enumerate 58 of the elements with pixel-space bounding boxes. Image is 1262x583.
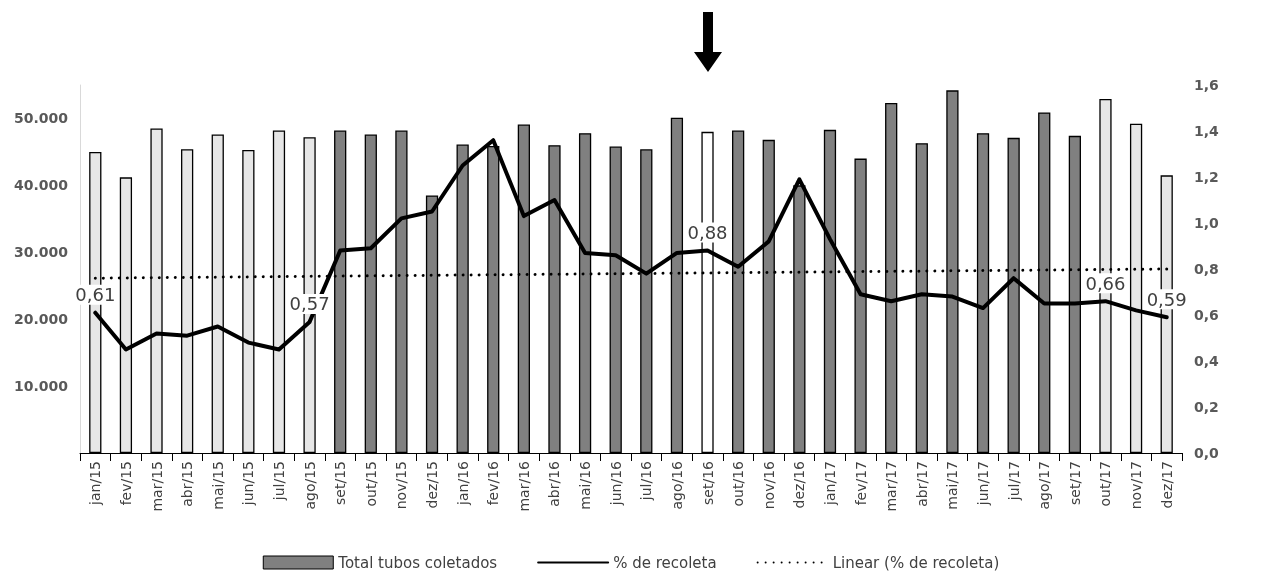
x-tick-label: abr/15 bbox=[179, 461, 196, 507]
x-tick-label: set/17 bbox=[1066, 461, 1083, 505]
x-tick-label: dez/17 bbox=[1158, 461, 1175, 509]
x-tick-label: mai/15 bbox=[209, 461, 226, 510]
x-tick-label: ago/16 bbox=[668, 460, 685, 510]
x-tick-label: out/16 bbox=[730, 460, 747, 507]
x-tick-label: jan/17 bbox=[821, 461, 838, 506]
x-tick-label: jan/16 bbox=[454, 460, 471, 506]
x-tick-label: out/17 bbox=[1097, 461, 1114, 507]
legend-label: % de recoleta bbox=[613, 553, 717, 572]
x-tick-label: fev/17 bbox=[852, 461, 869, 506]
y-tick-label: 20.000 bbox=[13, 311, 69, 328]
y-tick-label: 50.000 bbox=[13, 110, 69, 127]
y2-tick-label: 1,4 bbox=[1194, 123, 1220, 139]
x-tick-label: dez/16 bbox=[791, 460, 808, 509]
y2-tick-label: 1,0 bbox=[1194, 215, 1220, 231]
data-label: 0,88 bbox=[687, 222, 728, 244]
y2-tick-label: 1,6 bbox=[1194, 77, 1219, 93]
data-label: 0,66 bbox=[1085, 272, 1126, 294]
y2-tick-label: 0,6 bbox=[1194, 307, 1219, 323]
x-tick-label: nov/15 bbox=[393, 461, 410, 510]
x-tick-label: dez/15 bbox=[424, 461, 441, 509]
x-tick-label: nov/17 bbox=[1128, 461, 1145, 510]
x-tick-label: jun/16 bbox=[607, 460, 624, 507]
data-label: 0,61 bbox=[75, 284, 116, 306]
y2-tick-label: 0,4 bbox=[1194, 353, 1220, 369]
x-tick-label: jul/15 bbox=[270, 461, 287, 502]
x-tick-label: nov/16 bbox=[760, 460, 777, 510]
y2-tick-label: 0,2 bbox=[1194, 399, 1219, 415]
y-tick-label: 30.000 bbox=[13, 244, 69, 261]
x-tick-label: abr/16 bbox=[546, 460, 563, 507]
legend-label: Linear (% de recoleta) bbox=[832, 553, 1000, 572]
y-tick-label: 10.000 bbox=[13, 378, 69, 395]
y-tick-label: 40.000 bbox=[13, 177, 69, 194]
legend-label: Total tubos coletados bbox=[337, 553, 498, 572]
x-tick-label: fev/15 bbox=[117, 461, 134, 506]
x-tick-label: set/16 bbox=[699, 460, 716, 505]
x-tick-label: fev/16 bbox=[485, 460, 502, 506]
y2-tick-label: 1,2 bbox=[1194, 169, 1219, 185]
x-tick-label: set/15 bbox=[332, 461, 349, 505]
x-tick-label: mar/15 bbox=[148, 461, 165, 512]
x-tick-label: mai/17 bbox=[944, 461, 961, 510]
x-tick-label: mar/17 bbox=[883, 461, 900, 512]
data-label: 0,59 bbox=[1146, 288, 1187, 310]
x-tick-label: jun/15 bbox=[240, 461, 257, 507]
y2-tick-label: 0,8 bbox=[1194, 261, 1219, 277]
x-tick-label: ago/17 bbox=[1036, 461, 1053, 510]
x-tick-label: jan/15 bbox=[87, 461, 104, 506]
x-tick-label: jun/17 bbox=[975, 461, 992, 507]
y2-tick-label: 0,0 bbox=[1194, 445, 1220, 461]
x-tick-label: jul/17 bbox=[1005, 461, 1022, 502]
data-label: 0,57 bbox=[289, 293, 330, 315]
x-tick-label: ago/15 bbox=[301, 461, 318, 510]
x-tick-label: out/15 bbox=[362, 461, 379, 507]
x-tick-label: mai/16 bbox=[577, 460, 594, 510]
x-tick-label: mar/16 bbox=[515, 460, 532, 512]
x-tick-label: abr/17 bbox=[913, 461, 930, 507]
x-tick-label: jul/16 bbox=[638, 460, 655, 502]
